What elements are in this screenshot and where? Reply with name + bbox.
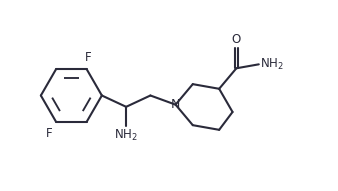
Text: NH$_2$: NH$_2$ <box>114 128 138 143</box>
Text: O: O <box>232 33 241 46</box>
Text: F: F <box>84 51 91 64</box>
Text: F: F <box>46 127 53 140</box>
Text: N: N <box>171 98 180 111</box>
Text: NH$_2$: NH$_2$ <box>260 57 284 72</box>
